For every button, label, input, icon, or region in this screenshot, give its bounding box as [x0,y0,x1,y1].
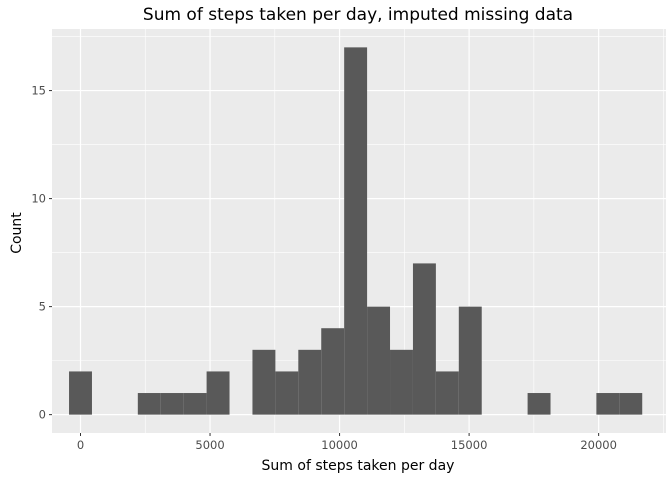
histogram-bar [321,328,345,415]
histogram-bar [275,371,299,415]
histogram-bar [344,47,368,415]
y-tick-label: 0 [39,408,46,422]
x-tick-label: 0 [77,438,84,452]
histogram-bar [435,371,459,415]
y-tick-label: 15 [31,84,46,98]
histogram-bar [183,393,207,415]
x-tick-label: 15000 [451,438,488,452]
histogram-bar [252,349,276,415]
histogram-bar [160,393,184,415]
y-tick-label: 10 [31,192,46,206]
histogram-bar [412,263,436,415]
histogram-bar [619,393,643,415]
histogram-bar [367,306,391,415]
histogram-bar [458,306,482,415]
histogram-bar [390,349,413,415]
histogram-bar [206,371,230,415]
y-axis-title: Count [9,212,25,254]
histogram-bar [298,349,322,415]
histogram-bars [69,47,643,415]
x-axis-title: Sum of steps taken per day [262,458,455,474]
x-tick-label: 5000 [195,438,224,452]
y-axis: 0 5 10 15 [31,84,52,422]
y-tick-label: 5 [39,300,46,314]
x-tick-label: 20000 [580,438,617,452]
histogram-bar [527,393,551,415]
histogram-bar [137,393,161,415]
histogram-bar [69,371,92,415]
x-tick-label: 10000 [321,438,358,452]
chart-title: Sum of steps taken per day, imputed miss… [143,5,573,25]
histogram-bar [596,393,620,415]
x-axis: 0 5000 10000 15000 20000 [77,433,617,452]
